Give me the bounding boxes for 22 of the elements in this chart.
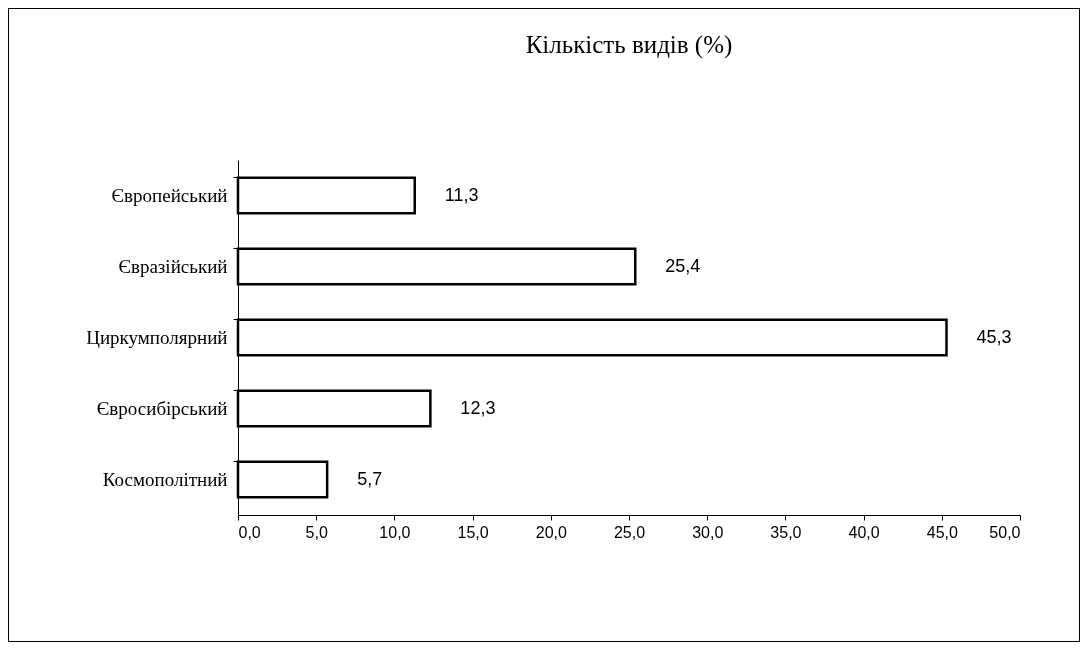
x-tick-label: 45,0 — [926, 523, 958, 541]
x-tick-label: 20,0 — [535, 523, 567, 541]
x-tick-label: 25,0 — [613, 523, 646, 541]
y-tick-label: Космополітний — [102, 468, 228, 490]
data-label: 45,3 — [976, 326, 1012, 347]
x-tick-label: 0,0 — [238, 523, 261, 541]
y-tick-label: Циркумполярний — [86, 326, 228, 348]
x-tick-label: 35,0 — [770, 523, 802, 541]
x-tick-label: 40,0 — [848, 523, 880, 541]
y-tick-label: Євросибірський — [96, 397, 228, 419]
chart-title: Кількість видів (%) — [525, 31, 733, 59]
x-tick-label: 10,0 — [379, 523, 411, 541]
x-tick-label: 5,0 — [305, 523, 328, 541]
y-tick-label: Євразійський — [118, 255, 228, 277]
x-tick-label: 50,0 — [989, 523, 1021, 541]
x-tick-label: 30,0 — [692, 523, 724, 541]
data-label: 12,3 — [460, 397, 496, 418]
x-tick-label: 15,0 — [457, 523, 489, 541]
data-label: 11,3 — [444, 184, 479, 205]
y-tick-label: Європейський — [111, 184, 228, 206]
data-label: 5,7 — [357, 468, 383, 489]
data-label: 25,4 — [665, 255, 701, 276]
